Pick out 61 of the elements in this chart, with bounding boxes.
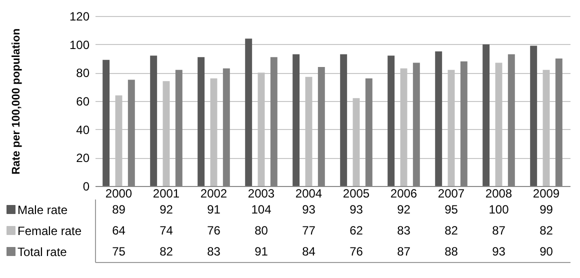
y-tick-label: 40 xyxy=(76,122,90,137)
y-tick-label: 80 xyxy=(76,66,90,80)
bar xyxy=(435,51,442,186)
x-tick-label: 2001 xyxy=(152,186,180,200)
data-label: 76 xyxy=(350,244,364,258)
x-tick-label: 2007 xyxy=(438,186,465,200)
data-label: 91 xyxy=(207,202,221,216)
x-tick-label: 2003 xyxy=(248,186,275,200)
data-label: 77 xyxy=(302,224,316,238)
data-label: 84 xyxy=(302,244,316,258)
legend-label: Male rate xyxy=(18,203,68,217)
x-tick-label: 2006 xyxy=(390,186,418,200)
legend-label: Total rate xyxy=(18,245,68,259)
data-label: 93 xyxy=(492,244,506,258)
data-label: 83 xyxy=(397,224,411,238)
data-label: 89 xyxy=(112,202,126,216)
x-tick-label: 2002 xyxy=(200,186,228,200)
x-tick-label: 2005 xyxy=(342,186,370,200)
y-tick-label: 120 xyxy=(69,10,90,24)
y-tick-label: 100 xyxy=(69,38,90,52)
data-label: 82 xyxy=(444,224,458,238)
bar xyxy=(530,46,538,186)
data-label: 91 xyxy=(254,244,268,258)
data-label: 80 xyxy=(254,224,268,238)
data-label: 87 xyxy=(397,244,411,258)
data-label: 87 xyxy=(492,224,506,238)
data-label: 90 xyxy=(540,244,554,258)
data-label: 93 xyxy=(350,202,364,216)
data-label: 99 xyxy=(540,202,554,216)
data-label: 93 xyxy=(302,202,316,216)
data-label: 62 xyxy=(350,224,364,238)
data-label: 82 xyxy=(160,244,174,258)
data-label: 100 xyxy=(488,202,510,216)
data-label: 64 xyxy=(112,224,126,238)
data-label: 88 xyxy=(444,244,458,258)
data-label: 76 xyxy=(207,224,221,238)
data-label: 74 xyxy=(160,224,174,238)
data-label: 104 xyxy=(251,202,272,216)
bar xyxy=(150,56,158,186)
data-label: 82 xyxy=(540,224,554,238)
bar xyxy=(245,38,252,186)
x-tick-label: 2004 xyxy=(295,186,322,200)
bar xyxy=(198,57,205,186)
x-tick-label: 2008 xyxy=(485,186,512,200)
bar xyxy=(482,44,490,186)
data-label: 92 xyxy=(397,202,411,216)
y-axis-title: Rate per 100,000 population xyxy=(10,28,22,175)
bar xyxy=(388,56,395,186)
data-label: 92 xyxy=(160,202,174,216)
x-tick-label: 2009 xyxy=(532,186,560,200)
legend-label: Female rate xyxy=(18,224,82,238)
y-tick-label: 60 xyxy=(76,94,90,108)
data-label: 75 xyxy=(112,244,126,258)
y-tick-label: 20 xyxy=(76,151,90,166)
data-label: 95 xyxy=(444,202,458,216)
bar xyxy=(292,54,300,186)
x-tick-label: 2000 xyxy=(105,186,132,200)
y-tick-label: 0 xyxy=(82,180,90,194)
bar xyxy=(340,54,348,186)
data-label: 83 xyxy=(207,244,221,258)
bar xyxy=(102,60,110,186)
